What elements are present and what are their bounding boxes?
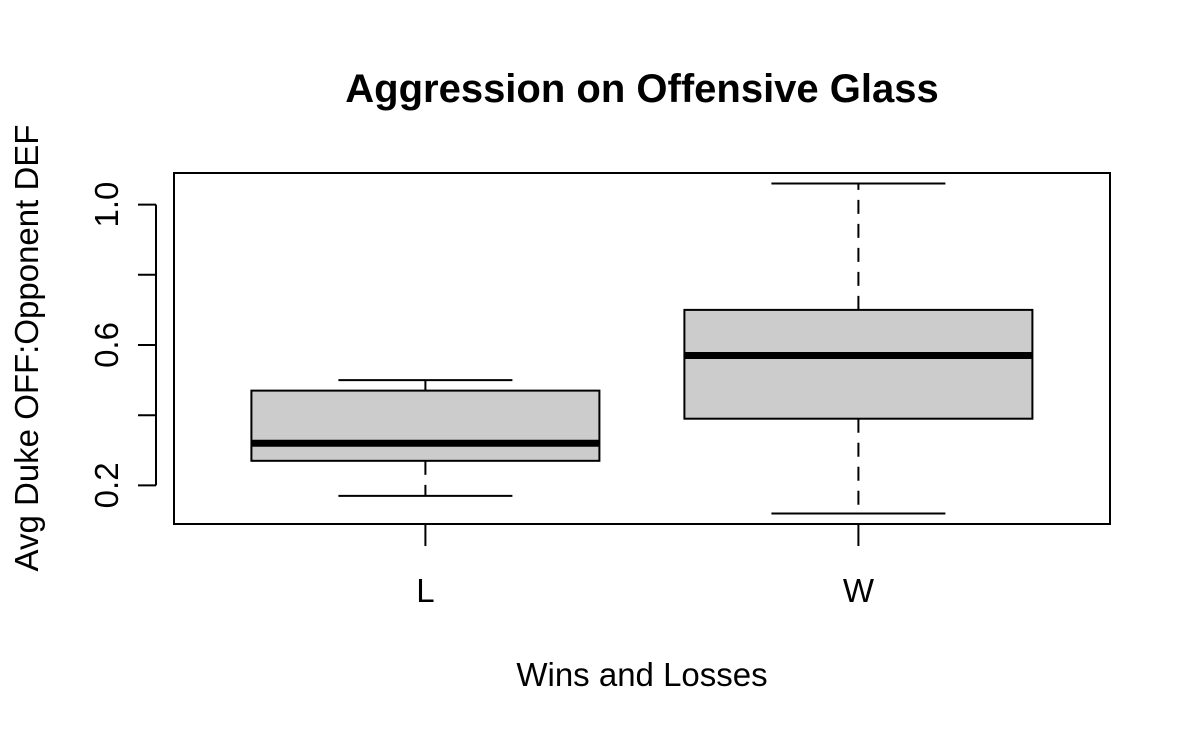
y-axis: 0.2 0.6 1.0 [88, 182, 157, 508]
box-group-w [683, 182, 1034, 515]
x-tick-label: L [416, 572, 434, 609]
box-group-l [250, 379, 601, 497]
chart-title: Aggression on Offensive Glass [345, 67, 939, 111]
x-axis-label: Wins and Losses [516, 656, 767, 693]
boxes-layer [250, 182, 1034, 515]
y-axis-label: Avg Duke OFF:Opponent DEF [8, 125, 45, 572]
x-tick-label: W [843, 572, 875, 609]
box-l [250, 389, 601, 462]
y-tick-label: 0.6 [88, 322, 125, 368]
y-tick-label: 1.0 [88, 182, 125, 228]
plot-frame [173, 172, 1111, 525]
y-tick-label: 0.2 [88, 462, 125, 508]
box-w [683, 308, 1034, 420]
